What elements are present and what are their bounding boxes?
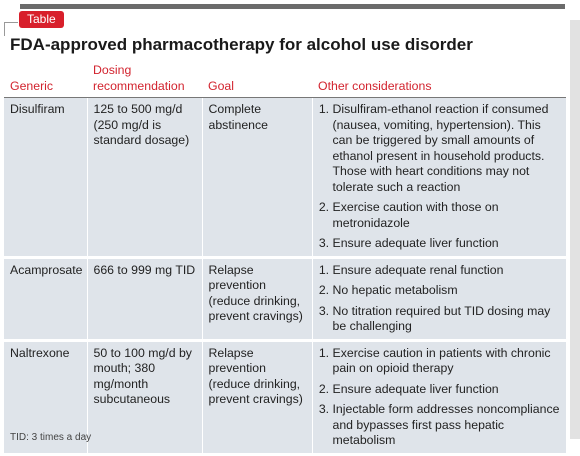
- cell: Exercise caution in patients with chroni…: [312, 340, 566, 456]
- scroll-edge: [570, 20, 580, 439]
- cell: Complete abstinence: [202, 97, 313, 259]
- table-row: Disulfiram 125 to 500 mg/d (250 mg/d is s…: [4, 97, 566, 259]
- cell: Relapse prevention (reduce drinking, pre…: [202, 340, 313, 456]
- cell: 666 to 999 mg TID: [87, 257, 203, 342]
- cell: Naltrexone: [4, 340, 88, 456]
- frame-corner: [4, 22, 5, 36]
- header-row: Generic Dosing recommendation Goal Other co…: [4, 63, 566, 98]
- list-item: Ensure adequate liver function: [333, 382, 561, 398]
- list-item: Ensure adequate renal function: [333, 263, 561, 279]
- list-item: Injectable form addresses noncompliance …: [333, 402, 561, 449]
- header-cell: Dosing recommendation: [87, 63, 202, 98]
- list-item: Exercise caution in patients with chroni…: [333, 346, 561, 377]
- list-item: Ensure adequate liver function: [333, 236, 561, 252]
- table-body: Disulfiram 125 to 500 mg/d (250 mg/d is s…: [4, 97, 566, 456]
- list-item: Disulfiram-ethanol reaction if consumed …: [333, 102, 561, 195]
- table-row: Acamprosate 666 to 999 mg TID Relapse prev…: [4, 257, 566, 342]
- table: Generic Dosing recommendation Goal Other co…: [4, 63, 566, 456]
- header-cell: Goal: [202, 63, 312, 98]
- cell: 125 to 500 mg/d (250 mg/d is standard do…: [87, 97, 203, 259]
- header-cell: Generic: [4, 63, 87, 98]
- list: Disulfiram-ethanol reaction if consumed …: [319, 102, 561, 252]
- table-row: Naltrexone 50 to 100 mg/d by mouth; 380 m…: [4, 340, 566, 456]
- frame-corner: [4, 22, 18, 23]
- cell: Disulfiram-ethanol reaction if consumed …: [312, 97, 566, 259]
- list-item: No titration required but TID dosing may…: [333, 304, 561, 335]
- tag: Table: [19, 11, 64, 28]
- cell: Ensure adequate renal function No hepatic…: [312, 257, 566, 342]
- top-bar: [20, 4, 565, 9]
- page: Table FDA-approved pharmacotherapy for a…: [0, 0, 580, 439]
- cell: Disulfiram: [4, 97, 88, 259]
- cell: 50 to 100 mg/d by mouth; 380 mg/month su…: [87, 340, 203, 456]
- list-item: Exercise caution with those on metronida…: [333, 200, 561, 231]
- list: Exercise caution in patients with chroni…: [319, 346, 561, 449]
- cell: Relapse prevention (reduce drinking, pre…: [202, 257, 313, 342]
- cell: Acamprosate: [4, 257, 88, 342]
- header-cell: Other considerations: [312, 63, 566, 98]
- list: Ensure adequate renal function No hepatic…: [319, 263, 561, 335]
- footnote: TID: 3 times a day: [10, 432, 92, 443]
- title: FDA-approved pharmacotherapy for alcohol…: [10, 35, 473, 54]
- list-item: No hepatic metabolism: [333, 283, 561, 299]
